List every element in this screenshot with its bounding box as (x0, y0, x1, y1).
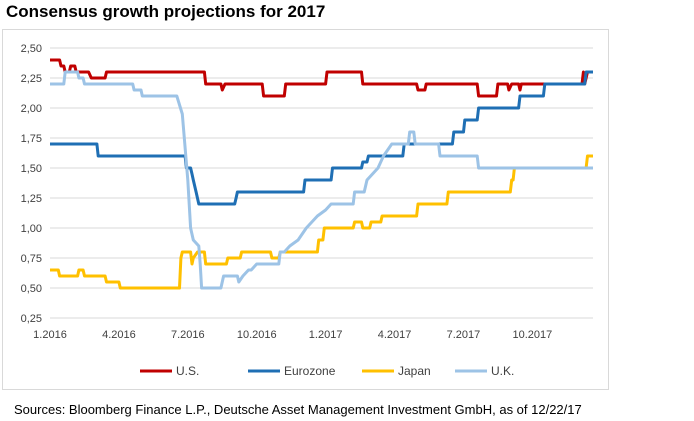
legend-label-uk: U.K. (491, 364, 514, 378)
x-tick-label: 1.2016 (33, 329, 67, 341)
y-axis-ticks: 0,25 0,50 0,75 1,00 1,25 1,50 1,75 2,00 2,25 2,50 (21, 43, 42, 325)
chart-frame (2, 29, 609, 390)
y-tick-label: 0,75 (21, 253, 42, 265)
series-line-us (50, 58, 589, 98)
y-tick-label: 2,00 (21, 103, 42, 115)
y-tick-label: 1,25 (21, 193, 42, 205)
chart-title: Consensus growth projections for 2017 (6, 2, 326, 21)
series-line-japan (50, 154, 593, 290)
legend: U.S. Eurozone Japan U.K. (140, 364, 514, 378)
source-note: Sources: Bloomberg Finance L.P., Deutsch… (14, 402, 582, 417)
y-tick-label: 1,50 (21, 163, 42, 175)
series-line-uk (50, 70, 593, 290)
x-tick-label: 10.2016 (237, 329, 277, 341)
x-tick-label: 4.2016 (102, 329, 136, 341)
x-tick-label: 1.2017 (309, 329, 343, 341)
legend-label-japan: Japan (398, 364, 431, 378)
y-tick-label: 2,50 (21, 43, 42, 55)
x-tick-label: 10.2017 (512, 329, 552, 341)
series-lines (50, 58, 593, 290)
y-tick-label: 0,25 (21, 313, 42, 325)
y-tick-label: 1,75 (21, 133, 42, 145)
y-tick-label: 2,25 (21, 73, 42, 85)
y-tick-label: 1,00 (21, 223, 42, 235)
x-tick-label: 7.2017 (447, 329, 481, 341)
legend-label-us: U.S. (176, 364, 199, 378)
x-tick-label: 4.2017 (378, 329, 412, 341)
x-tick-label: 7.2016 (171, 329, 205, 341)
legend-label-eurozone: Eurozone (284, 364, 336, 378)
gridlines (50, 47, 593, 319)
series-line-eurozone (50, 70, 593, 206)
y-tick-label: 0,50 (21, 283, 42, 295)
x-axis-ticks: 1.2016 4.2016 7.2016 10.2016 1.2017 4.2017 7.2… (33, 329, 552, 341)
